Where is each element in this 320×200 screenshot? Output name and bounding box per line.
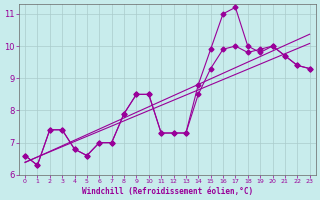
X-axis label: Windchill (Refroidissement éolien,°C): Windchill (Refroidissement éolien,°C) <box>82 187 253 196</box>
